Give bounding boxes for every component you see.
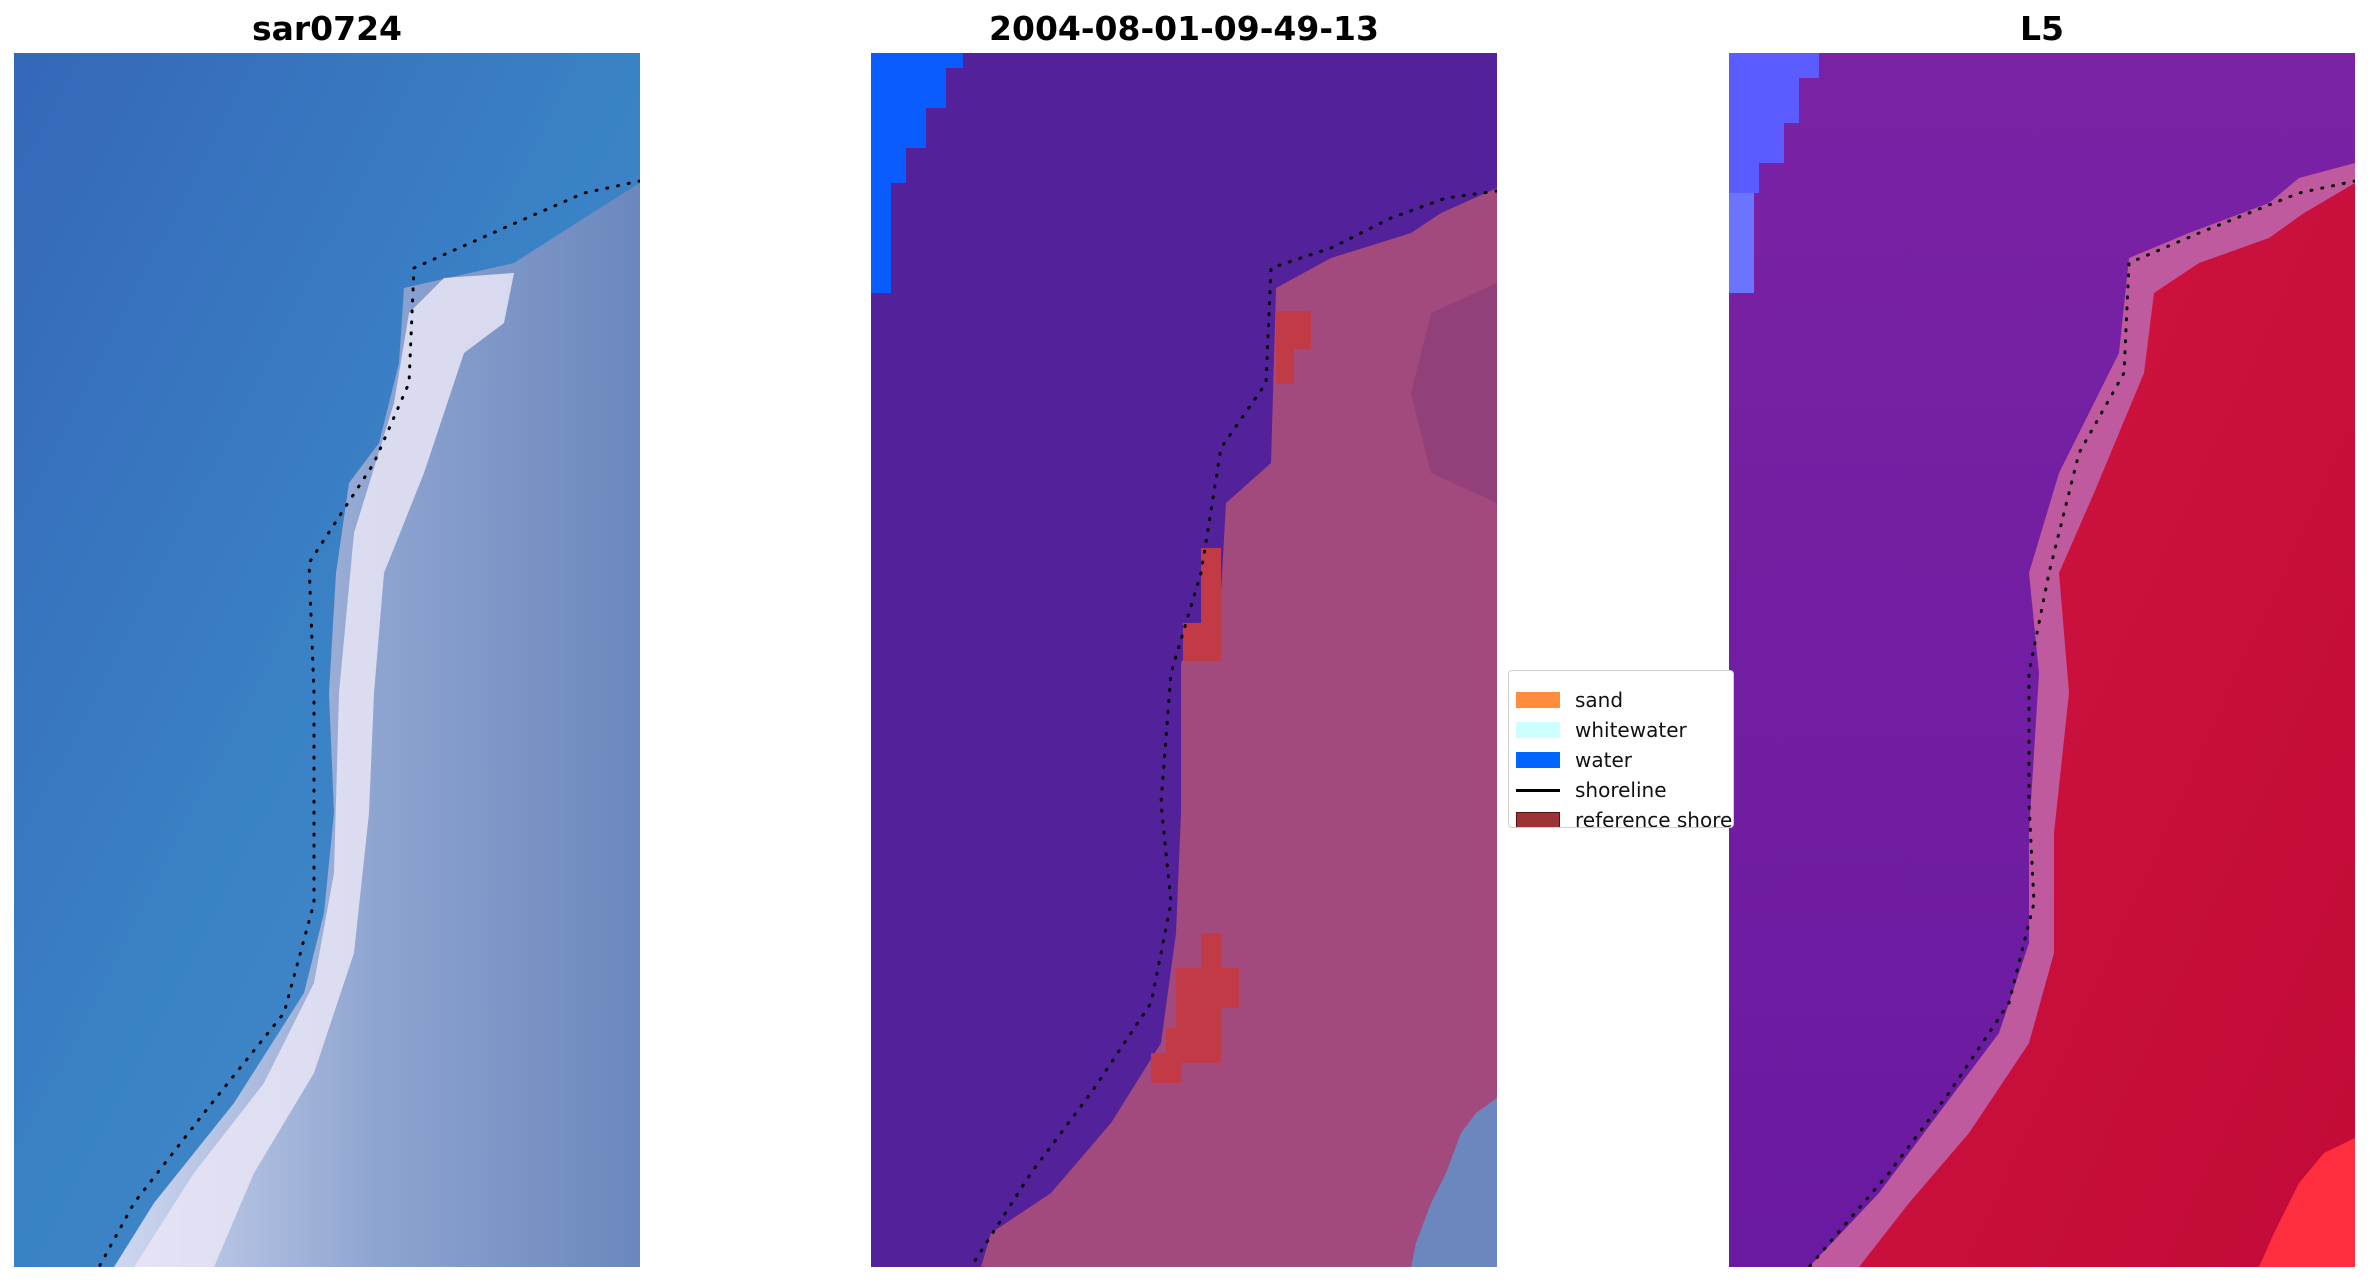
panel-title-classified: 2004-08-01-09-49-13 xyxy=(989,9,1379,48)
whitewater-swatch xyxy=(1516,722,1560,738)
legend-item-water: water xyxy=(1516,745,1733,775)
legend-item-sand: sand xyxy=(1516,685,1733,715)
panel-title-index: L5 xyxy=(2020,9,2064,48)
land-class-region xyxy=(981,188,1497,1267)
index-image xyxy=(1729,53,2355,1267)
rgb-image xyxy=(14,53,640,1267)
shoreline-trace-rgb xyxy=(97,179,640,1267)
panel-title-rgb: sar0724 xyxy=(251,9,403,48)
index-image-panel xyxy=(1729,53,2355,1267)
legend-item-shoreline: shoreline xyxy=(1516,775,1733,805)
legend-item-reference-shoreline: reference shoreline xyxy=(1516,805,1733,827)
reference-patch-1 xyxy=(1276,311,1311,349)
legend: sand whitewater water shoreline referenc… xyxy=(1508,670,1734,828)
reference-shoreline-swatch xyxy=(1516,812,1560,827)
classified-image xyxy=(871,53,1497,1267)
shoreline-trace-classified xyxy=(969,189,1497,1267)
water-class-region xyxy=(871,53,963,293)
water-swatch xyxy=(1516,752,1560,768)
legend-item-whitewater: whitewater xyxy=(1516,715,1733,745)
sand-swatch xyxy=(1516,692,1560,708)
classified-image-panel xyxy=(871,53,1497,1267)
rgb-image-panel xyxy=(14,53,640,1267)
shoreline-line-icon xyxy=(1516,789,1560,792)
reference-patch-3 xyxy=(1151,933,1239,1083)
ocean-edge-region xyxy=(1411,1098,1497,1267)
